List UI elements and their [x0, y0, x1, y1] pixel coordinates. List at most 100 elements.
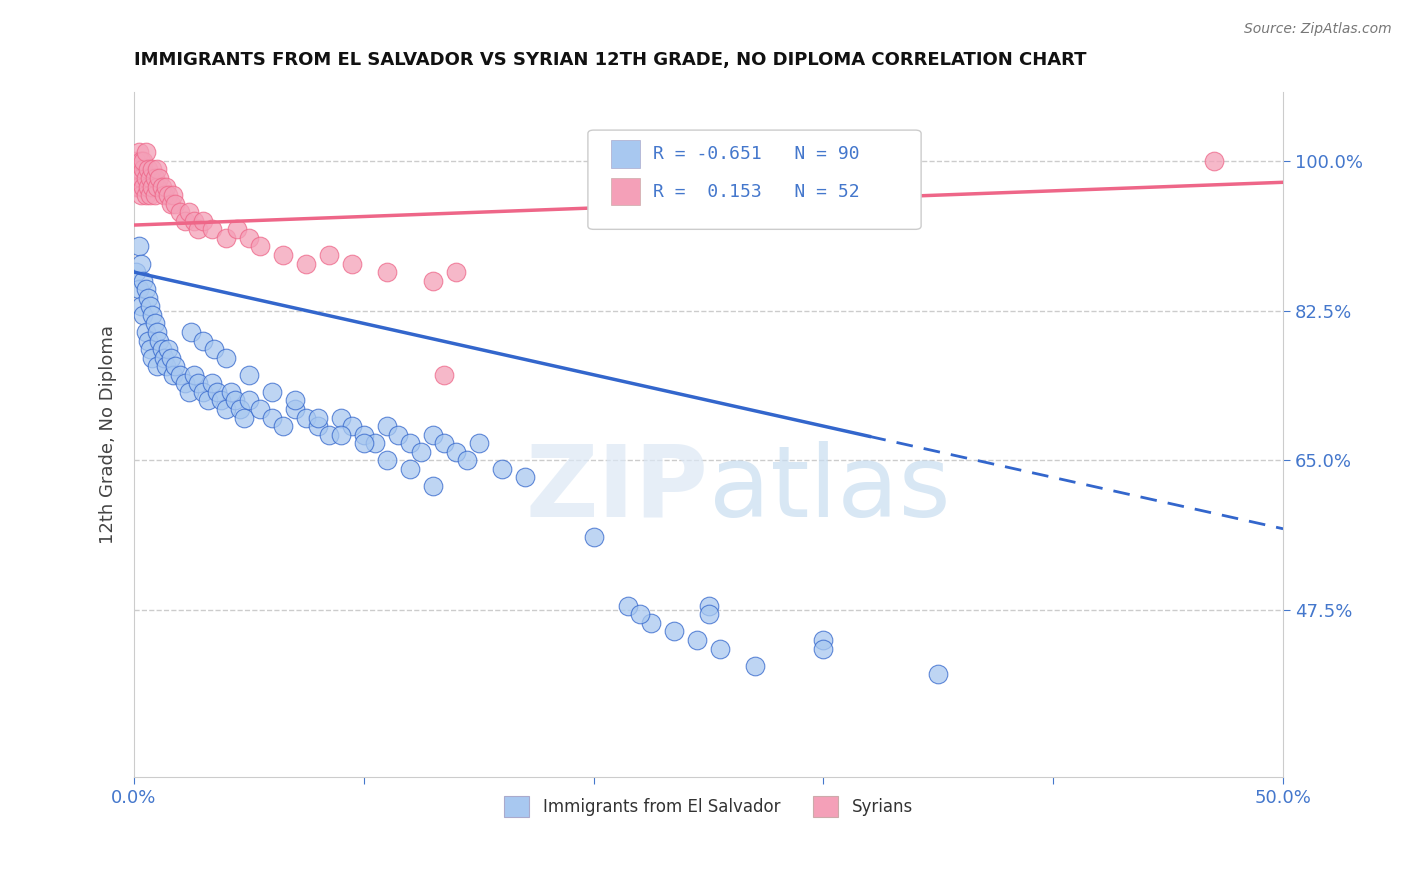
Point [136, 162, 159, 177]
Point [139, 171, 162, 186]
Point [146, 325, 169, 339]
Point [617, 599, 640, 613]
Point [148, 171, 170, 186]
Point [433, 368, 456, 382]
Point [173, 214, 195, 228]
Point [433, 436, 456, 450]
Point [136, 334, 159, 348]
Point [744, 658, 766, 673]
Point [375, 419, 398, 434]
Point [364, 436, 387, 450]
Point [125, 179, 148, 194]
Point [191, 334, 214, 348]
Legend: Immigrants from El Salvador, Syrians: Immigrants from El Salvador, Syrians [498, 789, 920, 823]
Point [155, 179, 177, 194]
Point [157, 342, 180, 356]
Point [169, 205, 191, 219]
Point [215, 351, 238, 365]
Point [143, 171, 166, 186]
Point [662, 624, 685, 639]
Point [162, 368, 184, 382]
Point [150, 179, 173, 194]
Point [197, 393, 219, 408]
Point [318, 248, 340, 262]
Point [233, 410, 256, 425]
Point [411, 444, 433, 458]
Point [128, 179, 150, 194]
Point [128, 282, 150, 296]
Point [159, 351, 181, 365]
Point [141, 308, 163, 322]
Point [165, 196, 187, 211]
Point [159, 196, 181, 211]
Point [209, 393, 232, 408]
Point [238, 368, 260, 382]
Point [467, 436, 489, 450]
Point [191, 384, 214, 399]
Point [273, 419, 295, 434]
Point [513, 470, 536, 484]
Point [129, 299, 152, 313]
Point [238, 231, 260, 245]
Point [491, 462, 513, 476]
Point [398, 436, 420, 450]
Point [927, 667, 949, 681]
FancyBboxPatch shape [588, 130, 921, 229]
Point [128, 162, 150, 177]
Point [180, 325, 202, 339]
Point [813, 641, 835, 656]
Point [155, 359, 177, 374]
Point [173, 376, 195, 391]
Point [146, 179, 169, 194]
Point [444, 265, 467, 279]
Point [134, 282, 156, 296]
Y-axis label: 12th Grade, No Diploma: 12th Grade, No Diploma [100, 326, 117, 544]
Text: Source: ZipAtlas.com: Source: ZipAtlas.com [1244, 22, 1392, 37]
Point [129, 171, 152, 186]
Point [697, 599, 720, 613]
Point [640, 615, 662, 630]
Point [375, 265, 398, 279]
Point [132, 274, 155, 288]
Point [628, 607, 651, 622]
Text: R =  0.153   N = 52: R = 0.153 N = 52 [654, 183, 860, 201]
Point [187, 376, 209, 391]
Point [141, 162, 163, 177]
Point [387, 427, 409, 442]
Point [295, 410, 318, 425]
Point [398, 462, 420, 476]
Point [215, 402, 238, 417]
Point [132, 162, 155, 177]
Point [205, 384, 228, 399]
Point [353, 436, 375, 450]
Point [153, 188, 176, 202]
Point [125, 265, 148, 279]
Point [141, 351, 163, 365]
Point [136, 291, 159, 305]
Point [226, 222, 249, 236]
Point [129, 188, 152, 202]
Point [307, 419, 329, 434]
Point [143, 188, 166, 202]
Point [215, 231, 238, 245]
Point [284, 393, 307, 408]
Point [134, 171, 156, 186]
Point [179, 384, 201, 399]
Point [582, 530, 605, 544]
Point [165, 359, 187, 374]
Point [201, 376, 224, 391]
Point [204, 342, 226, 356]
Point [422, 479, 444, 493]
Point [229, 402, 252, 417]
Point [238, 393, 260, 408]
Point [139, 188, 162, 202]
Point [143, 317, 166, 331]
Point [219, 384, 242, 399]
Text: atlas: atlas [709, 441, 950, 538]
Point [187, 222, 209, 236]
Point [141, 179, 163, 194]
Point [273, 248, 295, 262]
Point [295, 256, 318, 270]
Point [249, 239, 271, 253]
Text: ZIP: ZIP [526, 441, 709, 538]
